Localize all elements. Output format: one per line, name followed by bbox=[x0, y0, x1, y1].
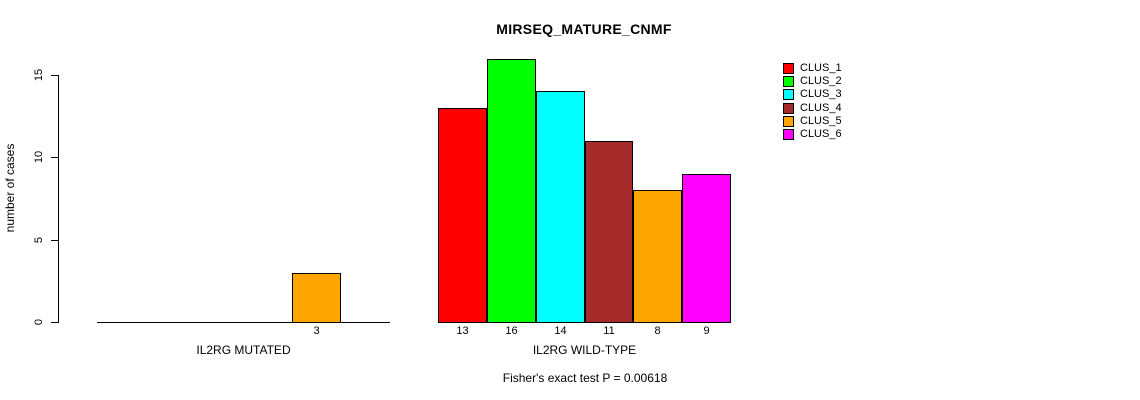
y-tick-mark bbox=[51, 240, 58, 241]
y-axis-title: number of cases bbox=[3, 143, 17, 233]
bar-clus_5 bbox=[633, 190, 682, 323]
bar-clus_1 bbox=[438, 108, 487, 323]
bar-value-label: 14 bbox=[554, 325, 567, 337]
legend-entry-clus_5: CLUS_5 bbox=[783, 115, 842, 128]
legend-label: CLUS_6 bbox=[800, 128, 842, 141]
legend-entry-clus_6: CLUS_6 bbox=[783, 128, 842, 141]
y-tick-mark bbox=[51, 157, 58, 158]
legend-label: CLUS_4 bbox=[800, 101, 842, 114]
bar-value-label: 11 bbox=[603, 325, 615, 337]
x-group-label: IL2RG MUTATED bbox=[196, 343, 291, 357]
x-group-label: IL2RG WILD-TYPE bbox=[532, 343, 637, 357]
bar-value-label: 9 bbox=[703, 325, 710, 337]
y-tick-label: 15 bbox=[33, 68, 45, 82]
legend-swatch-icon bbox=[783, 63, 794, 75]
bar-clus_4 bbox=[585, 141, 633, 323]
stats-note: Fisher's exact test P = 0.00618 bbox=[502, 371, 668, 385]
y-tick-label: 5 bbox=[33, 236, 45, 244]
legend-entry-clus_4: CLUS_4 bbox=[783, 102, 842, 115]
legend-entry-clus_3: CLUS_3 bbox=[783, 88, 842, 101]
legend: CLUS_1 CLUS_2 CLUS_3 CLUS_4 CLUS_5 CLUS_6 bbox=[783, 62, 842, 141]
legend-swatch-icon bbox=[783, 76, 794, 88]
legend-entry-clus_2: CLUS_2 bbox=[783, 75, 842, 88]
legend-entry-clus_1: CLUS_1 bbox=[783, 62, 842, 75]
y-tick-label: 0 bbox=[33, 318, 45, 326]
legend-swatch-icon bbox=[783, 115, 794, 127]
legend-label: CLUS_5 bbox=[800, 114, 842, 127]
bar-value-label: 8 bbox=[654, 325, 661, 337]
x-axis-baseline bbox=[97, 322, 390, 323]
bar-value-label: 16 bbox=[505, 325, 518, 337]
bar-clus_5 bbox=[292, 273, 341, 323]
y-axis-line bbox=[58, 75, 59, 323]
legend-label: CLUS_2 bbox=[800, 75, 842, 88]
legend-swatch-icon bbox=[783, 102, 794, 114]
y-tick-mark bbox=[51, 75, 58, 76]
legend-label: CLUS_3 bbox=[800, 88, 842, 101]
bar-clus_2 bbox=[487, 59, 536, 323]
bar-value-label: 13 bbox=[456, 325, 469, 337]
bar-clus_6 bbox=[682, 174, 731, 323]
legend-swatch-icon bbox=[783, 89, 794, 101]
bar-clus_3 bbox=[536, 91, 585, 323]
bar-value-label: 3 bbox=[313, 325, 320, 337]
chart-title: MIRSEQ_MATURE_CNMF bbox=[496, 21, 672, 37]
y-tick-label: 10 bbox=[33, 150, 45, 164]
legend-label: CLUS_1 bbox=[800, 62, 842, 75]
legend-swatch-icon bbox=[783, 129, 794, 141]
y-tick-mark bbox=[51, 322, 58, 323]
